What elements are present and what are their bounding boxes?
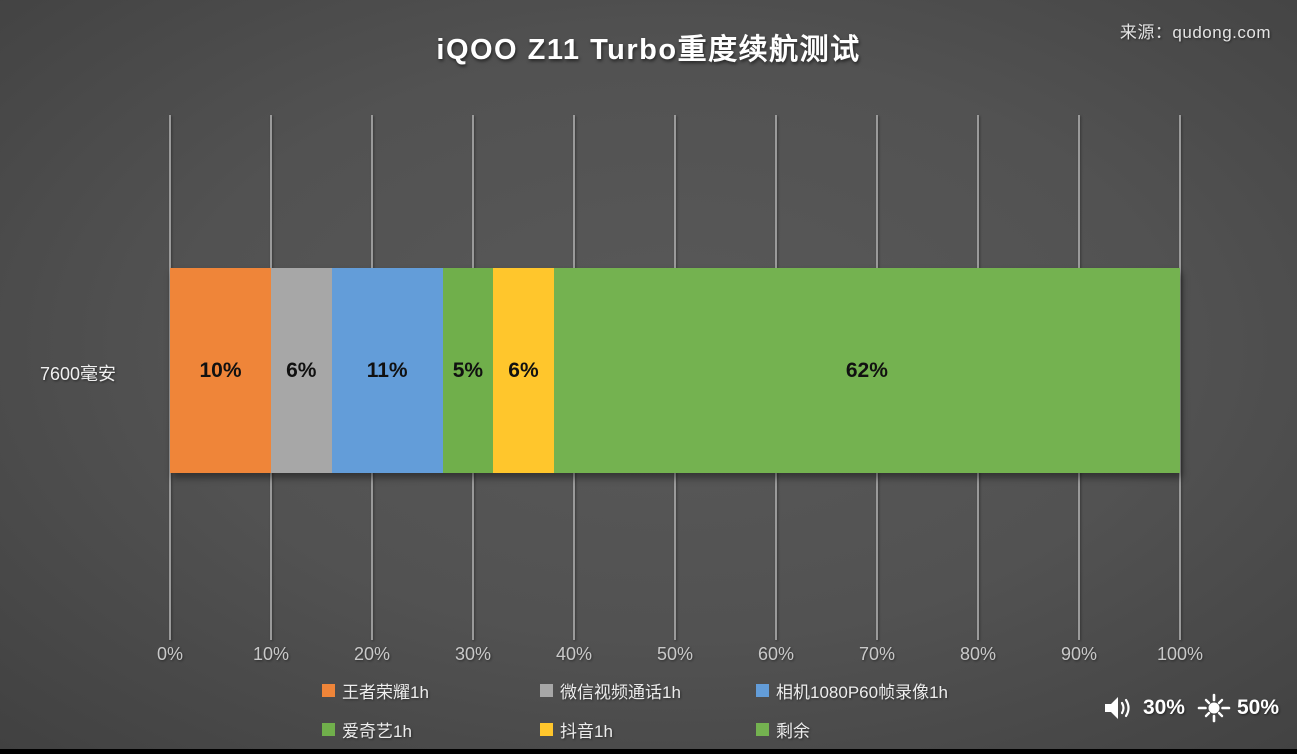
x-axis-tick-label: 0% (156, 644, 183, 664)
bar-segment: 11% (331, 268, 443, 473)
brightness-sun-icon (1196, 693, 1232, 723)
x-axis-tick-label: 20% (353, 644, 391, 664)
x-axis-tick-label: 50% (656, 644, 694, 664)
legend-item-label: 爱奇艺1h (342, 722, 412, 741)
legend-item: 相机1080P60帧录像1h (756, 678, 982, 703)
legend-item: 抖音1h (540, 717, 756, 742)
bar-segment: 62% (553, 268, 1180, 473)
bar-segment-data-label: 6% (508, 358, 539, 382)
legend-item: 王者荣耀1h (322, 678, 540, 703)
x-axis-tick-label: 40% (555, 644, 593, 664)
bar-segment-data-label: 62% (845, 358, 888, 382)
legend-item-label: 相机1080P60帧录像1h (776, 683, 948, 702)
bar-segment-data-label: 10% (199, 358, 242, 382)
legend-swatch-icon (756, 723, 769, 736)
legend-item: 剩余 (756, 717, 982, 742)
chart-legend: 王者荣耀1h 微信视频通话1h 相机1080P60帧录像1h 爱奇艺1h 抖音1h 剩余 (322, 678, 982, 742)
gridline (1179, 115, 1181, 640)
x-axis-tick-label: 80% (959, 644, 997, 664)
legend-swatch-icon (322, 684, 335, 697)
legend-swatch-icon (540, 723, 553, 736)
x-axis-tick-label: 90% (1060, 644, 1098, 664)
source-attribution: 来源：qudong.com (1119, 23, 1271, 42)
legend-swatch-icon (540, 684, 553, 697)
x-axis-tick-label: 100% (1156, 644, 1204, 664)
category-axis-label: 7600毫安 (40, 364, 117, 384)
bar-segment-data-label: 11% (366, 358, 408, 382)
status-indicators: 30% 50% (1102, 692, 1279, 724)
bar-segment: 10% (170, 268, 271, 473)
legend-item-label: 微信视频通话1h (560, 683, 681, 702)
bar-segment: 6% (271, 268, 332, 473)
stacked-bar: 10% 6% 11% 5% 6% 62% (170, 268, 1180, 473)
x-axis-tick-label: 70% (858, 644, 896, 664)
legend-swatch-icon (322, 723, 335, 736)
legend-swatch-icon (756, 684, 769, 697)
x-axis-tick-label: 30% (454, 644, 492, 664)
x-axis-tick-label: 60% (757, 644, 795, 664)
x-axis-tick-label: 10% (252, 644, 290, 664)
bar-segment: 6% (493, 268, 554, 473)
bar-segment-data-label: 6% (286, 358, 317, 382)
bar-segment-data-label: 5% (452, 358, 484, 382)
volume-value: 30% (1142, 696, 1185, 719)
legend-item-label: 王者荣耀1h (342, 683, 429, 702)
legend-item: 微信视频通话1h (540, 678, 756, 703)
bar-segment: 5% (442, 268, 494, 473)
legend-item: 爱奇艺1h (322, 717, 540, 742)
brightness-value: 50% (1236, 696, 1279, 719)
legend-item-label: 抖音1h (560, 722, 613, 741)
bottom-edge-strip (0, 749, 1297, 754)
legend-item-label: 剩余 (776, 722, 810, 741)
speaker-icon (1102, 694, 1138, 722)
chart-title: iQOO Z11 Turbo重度续航测试 (436, 34, 861, 66)
